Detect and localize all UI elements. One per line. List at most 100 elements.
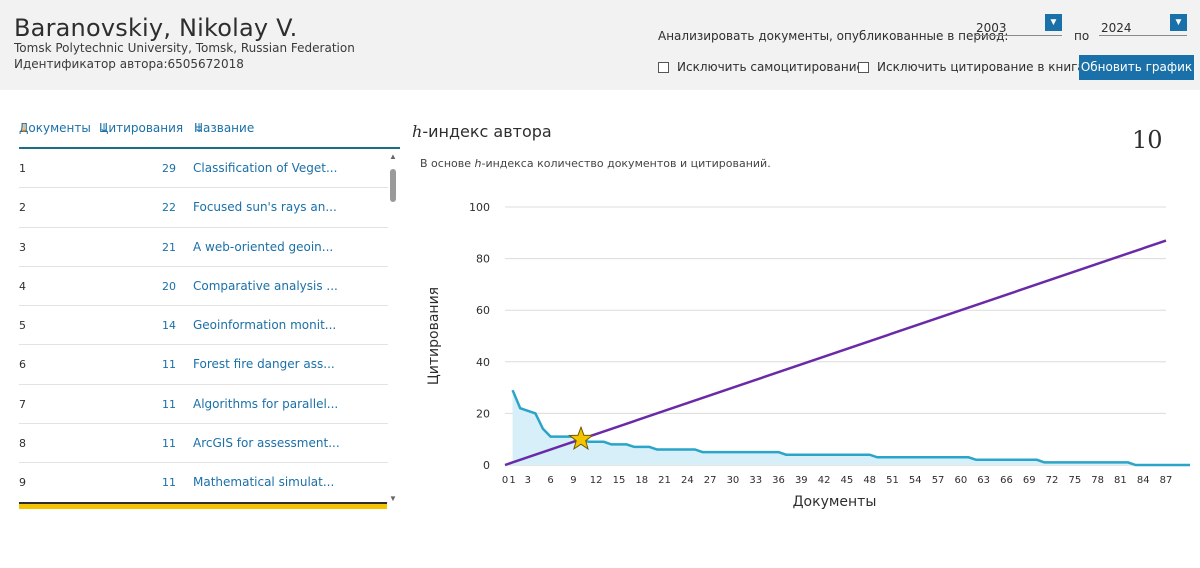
x-tick-label: 54: [909, 475, 922, 486]
y-axis-label: Цитирования: [426, 287, 442, 385]
x-tick-label: 12: [590, 475, 603, 486]
row-title-link[interactable]: Focused sun's rays an...: [193, 200, 337, 215]
checkbox-box[interactable]: [658, 61, 669, 73]
x-tick-label: 36: [772, 475, 785, 486]
row-title-link[interactable]: Classification of Veget...: [193, 161, 338, 175]
exclude-book-citation-checkbox[interactable]: Исключить цитирование в книгах: [858, 60, 1092, 74]
x-tick-label: 75: [1068, 475, 1081, 486]
row-citations[interactable]: 29: [162, 162, 176, 175]
x-tick-label: 84: [1137, 475, 1150, 486]
table-row: 6 11 Forest fire danger ass...: [19, 345, 388, 385]
table-row: 8 11 ArcGIS for assessment...: [19, 424, 388, 464]
h-index-star-icon[interactable]: [568, 425, 594, 451]
from-year-value: 2003: [976, 21, 1007, 35]
hindex-desc-before: В основе: [420, 157, 475, 170]
y-tick-label: 20: [476, 407, 490, 420]
exclude-self-citation-label: Исключить самоцитирование: [677, 60, 864, 74]
content-panel: [2, 92, 1198, 566]
x-tick-label: 0: [502, 475, 508, 486]
row-number: 2: [19, 201, 26, 215]
row-citations[interactable]: 22: [162, 201, 176, 215]
row-title-link[interactable]: Geoinformation monit...: [193, 318, 337, 333]
hindex-desc-after: -индекса количество документов и цитиров…: [481, 157, 771, 170]
row-title-link[interactable]: ArcGIS for assessment...: [193, 436, 340, 451]
row-number: 9: [19, 476, 26, 490]
hindex-title: h-индекс автора: [412, 122, 552, 141]
x-tick-label: 27: [704, 475, 717, 486]
x-tick-label: 42: [818, 475, 831, 486]
row-title-link[interactable]: A web-oriented geoin...: [193, 239, 334, 254]
table-row: 9 11 Mathematical simulat...: [19, 463, 388, 503]
row-citations[interactable]: 20: [162, 279, 176, 293]
row-citations[interactable]: 21: [162, 240, 176, 254]
x-tick-label: 9: [570, 475, 576, 486]
y-tick-label: 80: [476, 253, 490, 266]
x-tick-label: 72: [1046, 475, 1059, 486]
row-title-link[interactable]: Mathematical simulat...: [193, 475, 335, 490]
table-row: 1 29 Classification of Veget...: [19, 149, 388, 189]
row-title-link[interactable]: Comparative analysis ...: [193, 278, 338, 293]
row-number: 8: [19, 437, 26, 451]
x-tick-label: 21: [658, 475, 671, 486]
row-number: 5: [19, 319, 26, 333]
row-number: 4: [19, 279, 26, 293]
list-footer-bar: [19, 502, 387, 509]
hindex-title-h: h: [412, 122, 423, 141]
list-scrollbar[interactable]: [388, 160, 398, 505]
update-chart-button[interactable]: Обновить график: [1079, 55, 1194, 80]
row-number: 1: [19, 162, 26, 175]
row-title-link[interactable]: Algorithms for parallel...: [193, 396, 339, 411]
row-citations[interactable]: 11: [162, 358, 176, 372]
x-tick-label: 45: [841, 475, 854, 486]
to-year-value: 2024: [1101, 21, 1132, 35]
x-tick-label: 30: [727, 475, 740, 486]
row-citations[interactable]: 14: [162, 319, 176, 333]
sort-arrow-icon: ↓: [194, 121, 205, 135]
citations-area: [512, 390, 1190, 465]
author-id: Идентификатор автора:6505672018: [14, 57, 244, 71]
y-tick-label: 40: [476, 356, 490, 369]
x-tick-label: 24: [681, 475, 694, 486]
chart-gridlines: [505, 206, 1166, 466]
y-tick-label: 100: [469, 201, 490, 214]
chevron-down-icon[interactable]: ▼: [1170, 14, 1187, 31]
table-row: 3 21 A web-oriented geoin...: [19, 228, 388, 267]
x-tick-label: 18: [635, 475, 648, 486]
author-header: Baranovskiy, Nikolay V. Tomsk Polytechni…: [0, 0, 1200, 90]
x-tick-label: 51: [886, 475, 899, 486]
from-year-select[interactable]: 2003 ▼: [974, 14, 1062, 36]
x-tick-label: 15: [613, 475, 626, 486]
y-tick-label: 60: [476, 304, 490, 317]
period-label: Анализировать документы, опубликованные …: [658, 29, 1009, 43]
scrollbar-thumb[interactable]: [390, 169, 396, 202]
list-header-divider: [19, 147, 400, 149]
column-title-label: Название: [194, 121, 255, 135]
document-list: 1 29 Classification of Veget... 2 22 Focused…: [19, 149, 388, 503]
row-title-link[interactable]: Forest fire danger ass...: [193, 357, 335, 372]
scroll-up-icon[interactable]: ▲: [389, 152, 397, 161]
table-row: 7 11 Algorithms for parallel...: [19, 385, 388, 425]
x-tick-label: 69: [1023, 475, 1036, 486]
hindex-title-text: -индекс автора: [422, 122, 552, 141]
row-citations[interactable]: 11: [162, 476, 176, 490]
author-id-label: Идентификатор автора:: [14, 57, 168, 71]
scroll-down-icon[interactable]: ▼: [389, 494, 397, 503]
row-number: 3: [19, 240, 26, 254]
row-citations[interactable]: 11: [162, 437, 176, 451]
x-tick-label: 81: [1114, 475, 1127, 486]
row-citations[interactable]: 11: [162, 397, 176, 411]
checkbox-box[interactable]: [858, 61, 869, 73]
column-citations-label: Цитирования: [99, 121, 184, 135]
x-tick-label: 6: [547, 475, 553, 486]
row-number: 6: [19, 358, 26, 372]
x-tick-label: 87: [1160, 475, 1173, 486]
x-tick-label: 60: [954, 475, 967, 486]
author-name: Baranovskiy, Nikolay V.: [14, 14, 298, 42]
chevron-down-icon[interactable]: ▼: [1045, 14, 1062, 31]
exclude-self-citation-checkbox[interactable]: Исключить самоцитирование: [658, 60, 864, 74]
x-tick-label: 1: [509, 475, 515, 486]
citations-line: [511, 389, 1190, 467]
to-year-select[interactable]: 2024 ▼: [1099, 14, 1187, 36]
table-row: 2 22 Focused sun's rays an...: [19, 188, 388, 228]
